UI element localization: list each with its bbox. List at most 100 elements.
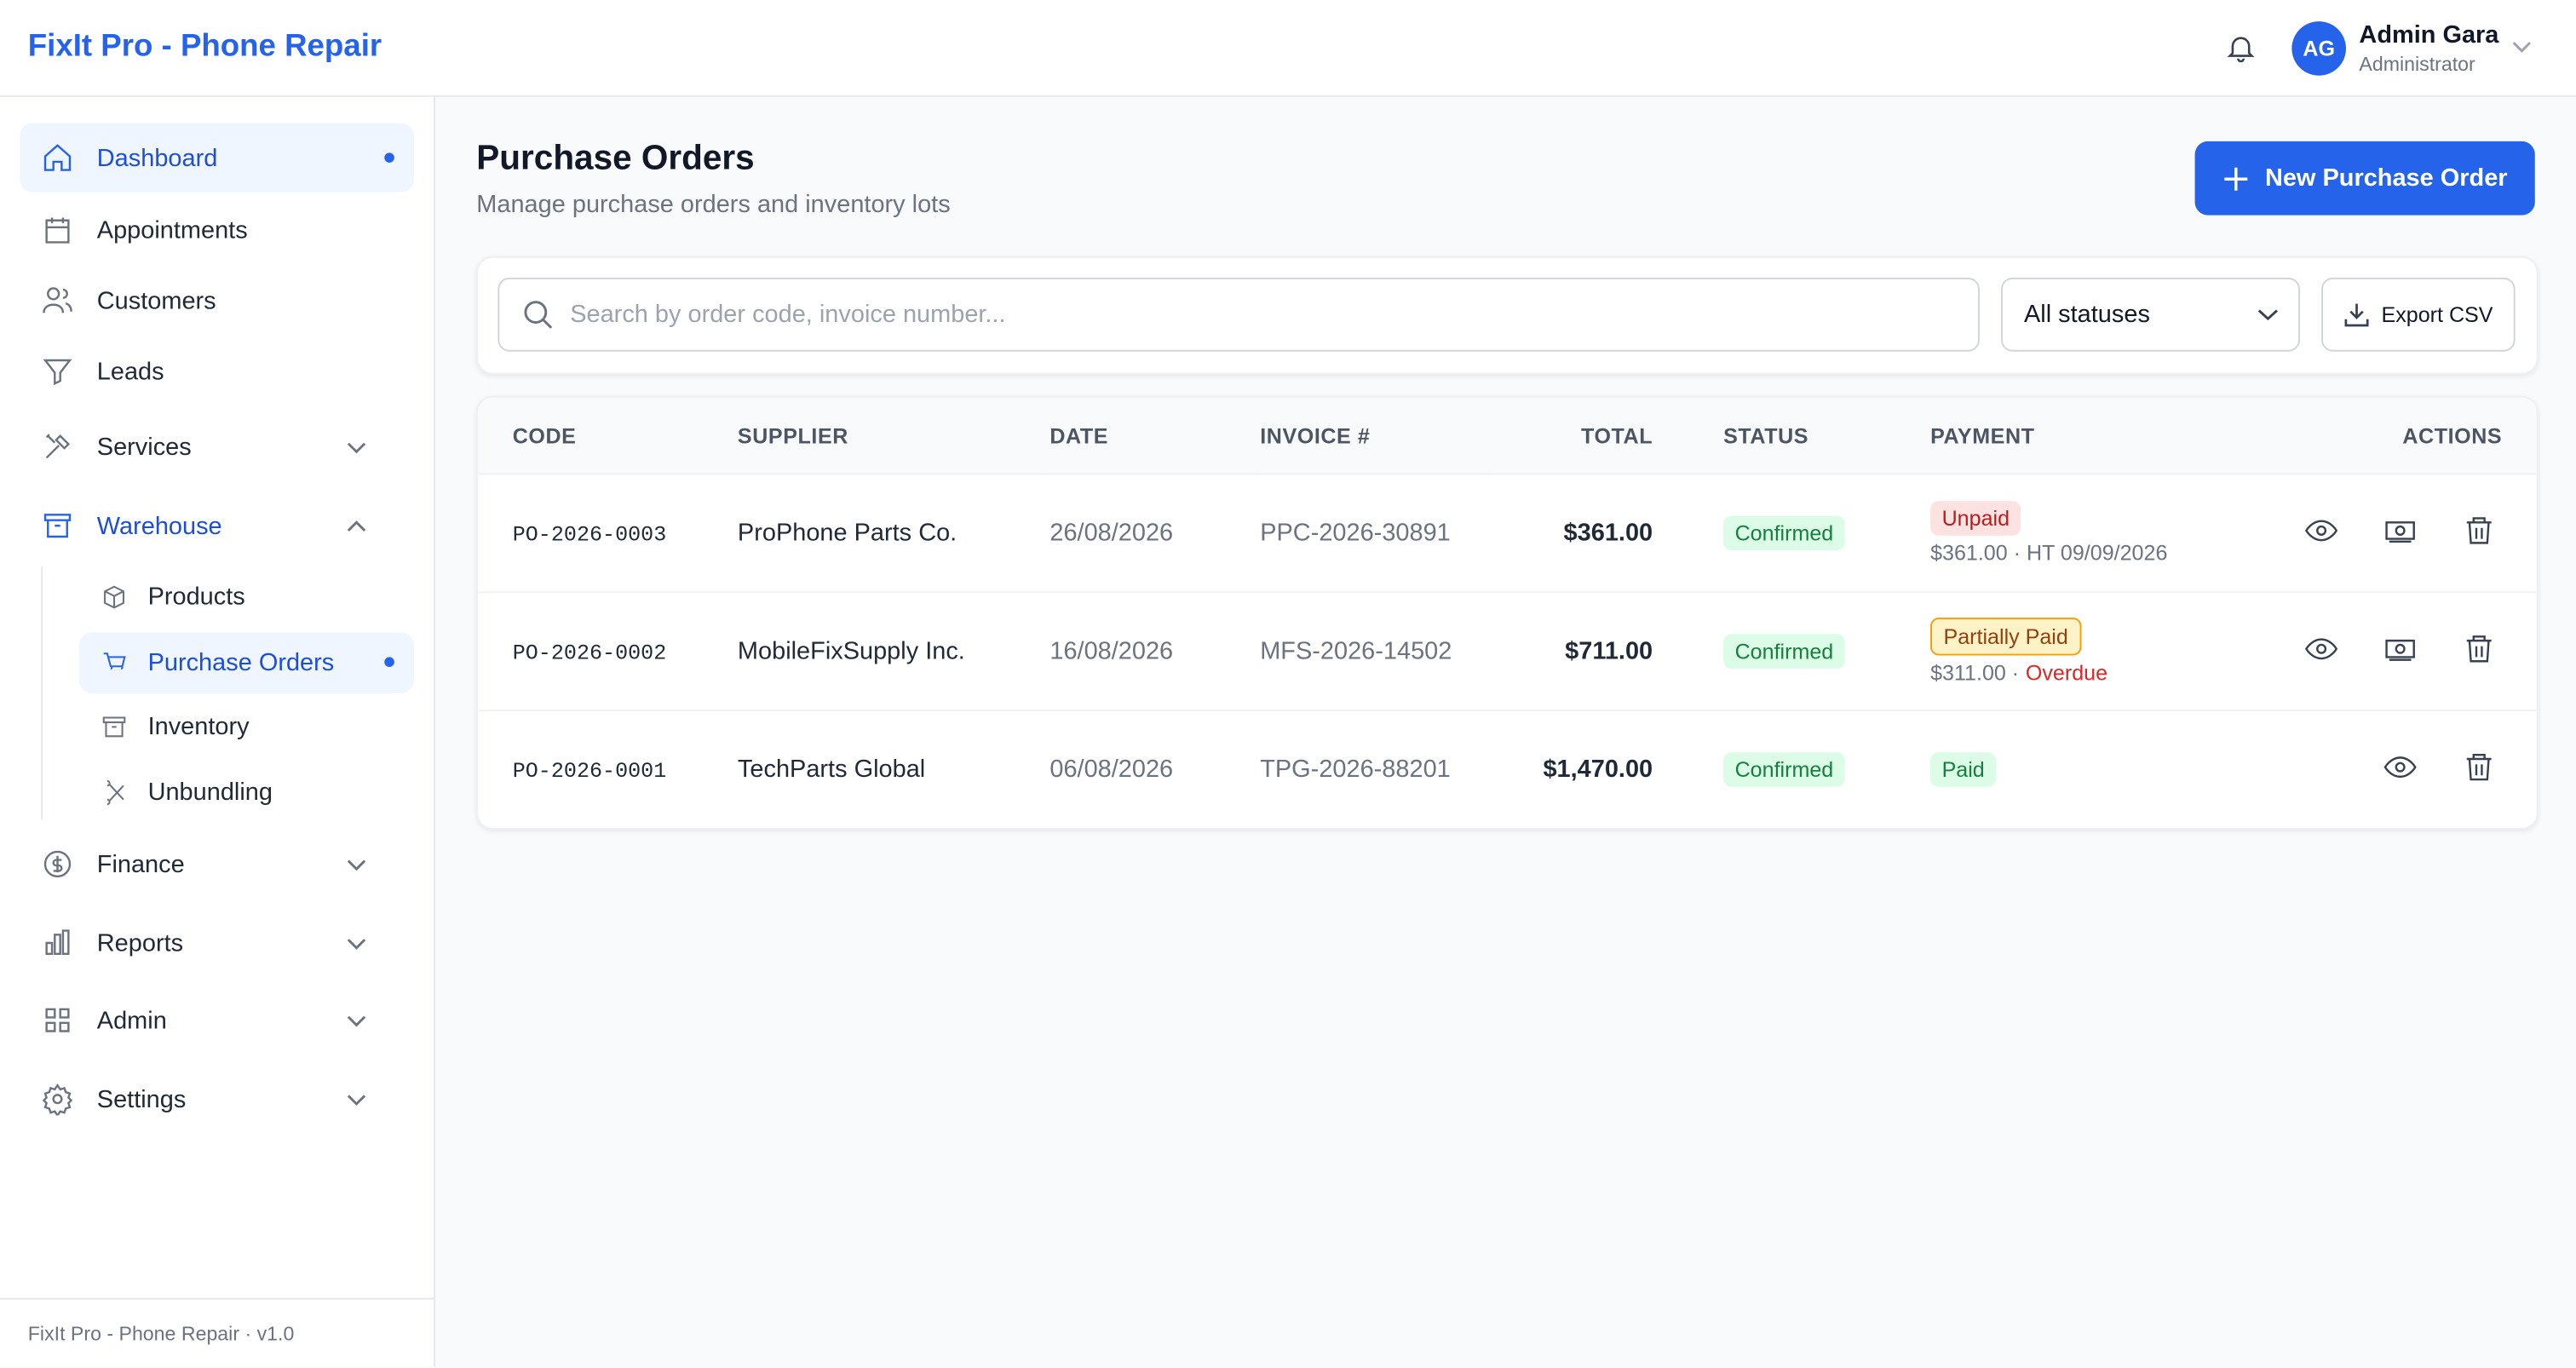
status-select[interactable]: All statuses <box>2000 277 2300 352</box>
date: 16/08/2026 <box>1048 592 1259 712</box>
active-dot <box>384 657 394 667</box>
total-text: $1,470.00 <box>1543 756 1653 784</box>
invoice-text: TPG-2026-88201 <box>1260 756 1451 784</box>
invoice: TPG-2026-88201 <box>1258 710 1488 828</box>
user-menu-chevron[interactable] <box>2510 39 2533 55</box>
icon <box>2385 520 2415 543</box>
icon <box>43 514 72 538</box>
date: 06/08/2026 <box>1048 710 1258 828</box>
nav-item[interactable]: Reports <box>20 908 414 977</box>
icon <box>43 850 72 878</box>
brand[interactable]: FixIt Pro - Phone Repair <box>27 29 382 65</box>
invoice: PPC-2026-30891 <box>1258 474 1489 594</box>
column-header: PAYMENT <box>1929 397 2253 475</box>
icon <box>45 1008 70 1032</box>
icon <box>45 217 70 244</box>
nav-item[interactable]: Appointments <box>20 195 414 264</box>
column-header: TOTAL <box>1488 397 1655 475</box>
top-bar: FixIt Pro - Phone Repair AG Admin Gara A… <box>0 0 2576 97</box>
date: 26/08/2026 <box>1048 474 1259 594</box>
chevron <box>347 859 366 871</box>
status-select-label: All statuses <box>2023 300 2150 329</box>
total-text: $361.00 <box>1563 519 1653 548</box>
order-row: PO-2026-0001 TechParts Global 06/08/2026 TP… <box>478 710 2536 828</box>
icon <box>2305 637 2338 659</box>
code-text: PO-2026-0003 <box>512 522 667 548</box>
date-text: 16/08/2026 <box>1049 637 1174 666</box>
column-header: SUPPLIER <box>735 397 1049 475</box>
nav-item[interactable]: Leads <box>20 336 414 405</box>
view-button[interactable] <box>2305 514 2338 553</box>
invoice-text: MFS-2026-14502 <box>1260 637 1452 666</box>
icon <box>2383 756 2417 778</box>
submenu-label: Inventory <box>147 712 250 741</box>
search-input[interactable]: Search by order code, invoice number... <box>497 277 1980 352</box>
actions <box>2252 710 2537 828</box>
supplier-text: ProPhone Parts Co. <box>737 519 957 548</box>
status-text: Confirmed <box>1723 515 1845 551</box>
icon <box>2466 753 2492 780</box>
icon <box>2385 638 2415 660</box>
code: PO-2026-0003 <box>478 474 736 594</box>
search-icon <box>524 301 553 329</box>
delete-button[interactable] <box>2463 514 2496 553</box>
new-order-button[interactable]: New Purchase Order <box>2194 141 2535 216</box>
orders-table: CODE SUPPLIER DATE INVOICE # TOTAL STATUS PAYM… <box>478 397 2537 828</box>
user-name[interactable]: Admin Gara <box>2359 21 2499 49</box>
avatar[interactable]: AG <box>2291 21 2346 76</box>
icon <box>42 1083 73 1116</box>
nav-label: Reports <box>96 928 184 957</box>
view-button[interactable] <box>2383 750 2417 789</box>
payment: Unpaid $361.00 · HT 09/09/2026 <box>1929 474 2253 594</box>
download-icon <box>2343 303 2368 327</box>
nav-item[interactable]: Finance <box>20 830 414 899</box>
orders-table-card: CODE SUPPLIER DATE INVOICE # TOTAL STATUS PAYM… <box>476 395 2539 830</box>
export-button[interactable]: Export CSV <box>2321 277 2516 352</box>
icon <box>103 652 126 670</box>
submenu-label: Products <box>147 583 245 612</box>
user-role: Administrator <box>2359 52 2475 76</box>
nav-label: Admin <box>96 1006 167 1035</box>
nav-item[interactable]: Services <box>20 412 414 481</box>
icon <box>43 359 72 386</box>
invoice-text: PPC-2026-30891 <box>1260 519 1451 548</box>
notification-bell[interactable] <box>2224 32 2257 65</box>
icon <box>2466 635 2492 662</box>
icon <box>2305 519 2338 541</box>
nav-item[interactable]: Admin <box>20 986 414 1055</box>
date-text: 26/08/2026 <box>1049 519 1174 548</box>
payment-text: Paid <box>1930 752 1997 787</box>
submenu-item[interactable]: Purchase Orders <box>78 631 414 693</box>
nav-item[interactable]: Warehouse <box>20 491 414 560</box>
code-text: PO-2026-0001 <box>512 758 667 784</box>
filter-card: Search by order code, invoice number... … <box>476 256 2539 375</box>
supplier: ProPhone Parts Co. <box>735 474 1049 594</box>
page-title: Purchase Orders <box>476 139 755 178</box>
actions <box>2252 592 2537 712</box>
nav-label: Services <box>96 433 192 461</box>
supplier: MobileFixSupply Inc. <box>735 592 1049 712</box>
payment-detail: $361.00 · HT 09/09/2026 <box>1930 540 2251 565</box>
status: Confirmed <box>1654 592 1929 712</box>
payment-amount: $311.00 · <box>1930 660 2020 686</box>
nav-item[interactable]: Dashboard <box>20 123 414 193</box>
nav-item[interactable]: Settings <box>20 1065 414 1134</box>
submenu-item[interactable]: Products <box>79 566 414 627</box>
submenu-item[interactable]: Inventory <box>79 697 414 757</box>
invoice: MFS-2026-14502 <box>1258 592 1489 712</box>
icon <box>106 779 124 805</box>
pay-button[interactable] <box>2383 514 2417 553</box>
payment-amount: $361.00 · HT 09/09/2026 <box>1930 540 2168 566</box>
total: $711.00 <box>1488 592 1655 712</box>
code-text: PO-2026-0002 <box>512 641 667 666</box>
plus-icon <box>2223 166 2247 190</box>
delete-button[interactable] <box>2463 750 2496 789</box>
pay-button[interactable] <box>2383 632 2417 671</box>
submenu-item[interactable]: Unbundling <box>79 762 414 822</box>
delete-button[interactable] <box>2463 632 2496 671</box>
chevron <box>347 1094 366 1106</box>
view-button[interactable] <box>2305 632 2338 671</box>
column-header: ACTIONS <box>2252 397 2537 475</box>
nav-item[interactable]: Customers <box>20 266 414 335</box>
